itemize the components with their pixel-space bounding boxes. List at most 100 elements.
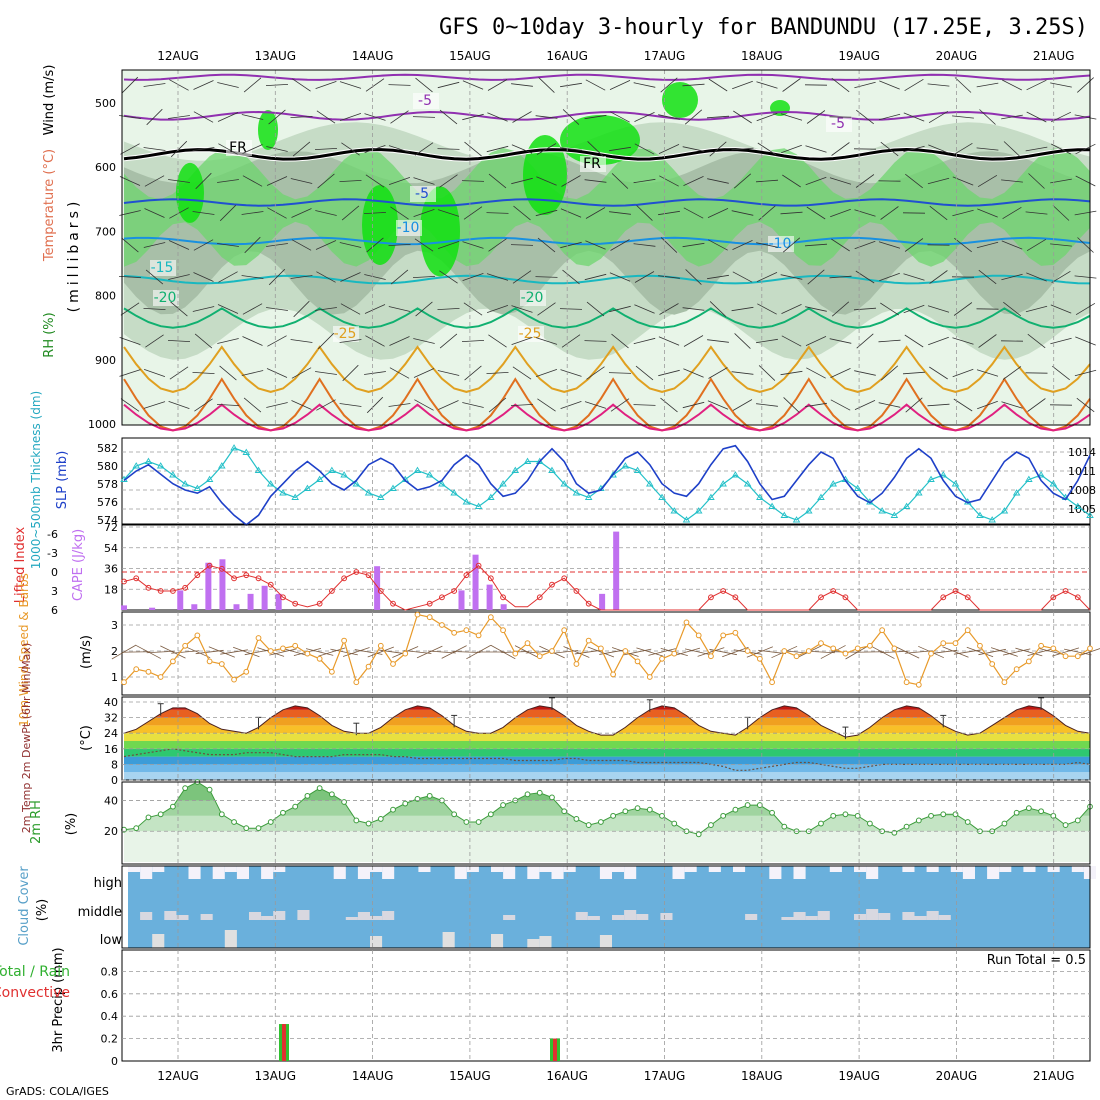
surface-wind-barb [942,646,969,658]
wind-barb [511,144,533,154]
wind-barb [953,142,973,156]
wind-barb [317,173,335,189]
wind-barb [658,210,680,216]
wind-barb [535,209,558,217]
cape-bar [247,593,254,610]
wind-barb [462,273,484,281]
thickness-marker [193,484,202,491]
wind-speed-marker [989,661,996,667]
rh2m-marker [964,819,971,825]
wind-barb [537,398,556,412]
date-label-top: 21AUG [1033,49,1075,63]
wind-barb [486,372,509,374]
cloud-high-gap [140,866,153,879]
wind-barb [902,371,926,375]
rh2m-marker [316,785,323,792]
wind-barb [217,243,239,247]
precip-convective-bar [282,1024,286,1061]
wind-barb [192,211,215,215]
cloud-high-gap [503,866,516,879]
thickness-marker [694,507,703,514]
wind-barb [707,339,729,343]
wind-barb [1050,337,1072,345]
cloud-high-gap [551,866,564,879]
wind-barb [805,402,827,408]
wind-speed-marker [402,650,409,657]
wind-barb [437,241,460,249]
thickness-tick-label: 582 [97,442,118,455]
thickness-marker [487,493,495,500]
wind-speed-marker [170,658,176,665]
rh-tick-label: 20 [104,825,118,838]
wind-speed-marker [549,648,555,654]
wind-barb [413,177,435,185]
wind-barb [119,115,141,119]
isotherm-label: -15 [151,260,174,276]
wind-barb [290,116,313,118]
rh2m-marker [585,822,592,828]
cloud-mid-gap [914,916,927,920]
thickness-marker [205,475,214,482]
surface-wind-barb [244,648,273,656]
li-marker [133,575,140,582]
wind-barb [292,141,311,157]
wind-speed-marker [732,629,739,636]
precip-panel: 0.8 0.6 0.4 0.2 0 Run Total = 0.5 [101,949,1091,1068]
wind-barb [390,110,409,124]
wind-barb [121,76,139,94]
wind-barb [609,211,631,215]
wind-speed-marker [267,648,274,654]
date-label-top: 13AUG [255,49,297,63]
cloud-mid-gap [878,913,891,920]
cloud-mid-gap [902,912,915,920]
wind-barb [903,304,925,314]
wind-barb [461,340,485,342]
lifted-index-label: Lifted Index [13,526,28,603]
cloud-mid-gap [140,912,153,920]
temp-tick-label: 32 [104,712,118,725]
wind-barb [634,112,655,122]
rh2m-marker [463,819,470,825]
wind-barb [587,141,604,157]
thickness-marker [1000,507,1009,514]
surface-wind-barb [1052,647,1080,657]
rh2m-marker [390,806,396,813]
cloud-high-gap [382,866,395,879]
wind-barb [437,148,460,150]
cloud-high-gap [563,866,576,872]
wind-barb [634,143,655,155]
wind-barb [782,78,801,92]
wind-barb [339,403,362,407]
wind-barb [143,147,166,151]
cloud-mid-gap [176,915,189,920]
cloud-high-gap [261,866,274,879]
wind-barb [342,364,359,382]
cloud-mid-gap [660,913,673,920]
date-label-bottom: 18AUG [741,1069,783,1083]
wind-barb [364,113,386,121]
li-marker [341,575,348,582]
temp-label: 2m Temp 2m DewPt (6hr Min/Max) [20,643,33,833]
wind-barb [168,115,190,119]
li-marker [842,594,849,601]
thickness-marker [450,489,458,496]
wind-barb [854,209,876,217]
date-label-bottom: 14AUG [352,1069,394,1083]
wind-speed-marker [769,679,775,686]
wind-barb [611,333,629,349]
isotherm-label: -10 [397,220,420,236]
cloud-mid-gap [926,911,939,920]
rh2m-marker [231,819,237,825]
thickness-marker [646,480,654,487]
wind-barb [413,338,435,344]
wind-speed-marker [964,627,971,634]
wind-barb [168,274,190,280]
wind-barb [783,397,800,413]
wind-barb [560,369,582,377]
wind-speed-marker [414,611,421,618]
li-marker [818,594,824,601]
wind-barb [878,241,901,249]
rh2m-marker [182,785,189,792]
wind-speed-marker [1038,642,1044,649]
isotherm-label-bg [413,93,439,109]
